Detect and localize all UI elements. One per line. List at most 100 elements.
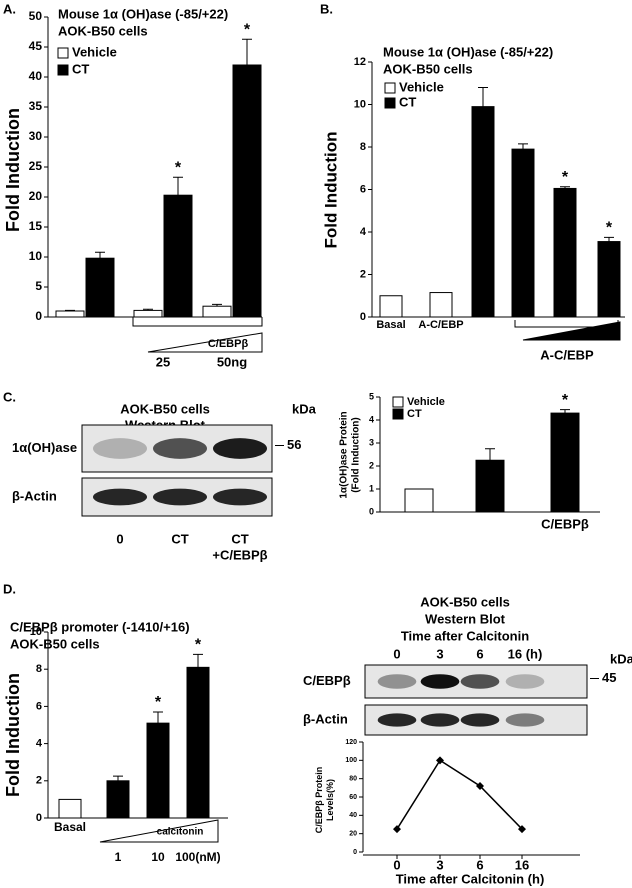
chart-title: C/EBPβ promoter (-1410/+16) xyxy=(10,619,190,634)
blot-band xyxy=(153,438,207,459)
blot-unit: kDa xyxy=(292,401,317,416)
y-tick-label: 2 xyxy=(360,268,366,280)
blot-title: Western Blot xyxy=(425,611,506,626)
y-tick-label: 35 xyxy=(29,99,43,113)
lane-label: +C/EBPβ xyxy=(212,547,267,562)
y-tick-label: 60 xyxy=(349,794,357,801)
bar xyxy=(232,64,262,318)
chart-subtitle: AOK-B50 cells xyxy=(383,61,473,76)
annotation: A-C/EBP xyxy=(540,347,594,362)
legend-swatch xyxy=(392,408,404,420)
blot-band xyxy=(213,488,267,506)
blot-band xyxy=(377,713,417,727)
bar xyxy=(597,241,621,318)
x-axis-label: Time after Calcitonin (h) xyxy=(396,871,545,886)
bar xyxy=(475,459,505,513)
legend-label: Vehicle xyxy=(407,396,445,408)
y-tick-label: 30 xyxy=(29,129,43,143)
blot-band xyxy=(420,713,460,727)
y-tick-label: 5 xyxy=(369,391,374,401)
x-tick-label: 1 xyxy=(115,850,122,864)
point xyxy=(436,756,444,765)
y-tick-label: 40 xyxy=(349,812,357,819)
x-tick-label: C/EBPβ xyxy=(541,516,589,531)
chart-title: Mouse 1α (OH)ase (-85/+22) xyxy=(383,44,553,59)
y-tick-label: 1 xyxy=(369,483,374,493)
panel-label: D. xyxy=(3,581,16,596)
y-axis-label: C/EBPβ Protein xyxy=(314,767,324,834)
panel-label: B. xyxy=(320,1,333,16)
y-tick-label: 10 xyxy=(354,98,366,110)
y-tick-label: 0 xyxy=(369,506,374,516)
y-axis-label: (Fold Induction) xyxy=(351,417,362,493)
y-axis-label: Fold Induction xyxy=(321,131,340,248)
y-tick-label: 45 xyxy=(29,39,43,53)
legend-swatch xyxy=(384,97,396,109)
blot-row-label: 1α(OH)ase xyxy=(12,440,77,455)
lane-label: 0 xyxy=(393,646,400,661)
bar xyxy=(146,722,170,819)
x-tick-label: 3 xyxy=(436,857,443,872)
bar xyxy=(55,310,85,318)
bar xyxy=(85,257,115,318)
y-tick-label: 4 xyxy=(369,414,374,424)
y-tick-label: 10 xyxy=(29,249,43,263)
blot-band xyxy=(93,438,147,459)
error-bar xyxy=(193,653,203,668)
significance-mark: * xyxy=(175,159,182,176)
bar xyxy=(58,798,82,819)
error-bar xyxy=(173,176,183,196)
error-bar xyxy=(478,87,488,107)
y-axis-label: Fold Induction xyxy=(3,673,23,797)
y-tick-label: 80 xyxy=(349,776,357,783)
legend-label: CT xyxy=(399,94,416,109)
bar xyxy=(553,187,577,318)
y-tick-label: 0 xyxy=(35,309,42,323)
lane-label: CT xyxy=(231,531,248,546)
x-tick-label: 16 xyxy=(515,857,529,872)
y-tick-label: 0 xyxy=(36,812,42,824)
y-tick-label: 20 xyxy=(349,831,357,838)
y-tick-label: 40 xyxy=(29,69,43,83)
y-tick-label: 10 xyxy=(30,626,42,638)
legend-swatch xyxy=(57,64,69,76)
chart-subtitle: AOK-B50 cells xyxy=(10,636,100,651)
blot-row-label: C/EBPβ xyxy=(303,673,351,688)
lane-label: 16 (h) xyxy=(508,646,543,661)
error-bar xyxy=(95,251,105,259)
bar xyxy=(550,412,580,513)
y-tick-label: 12 xyxy=(354,56,366,68)
blot-band xyxy=(505,713,545,727)
blot-band xyxy=(460,674,500,689)
lane-label: 6 xyxy=(476,646,483,661)
significance-mark: * xyxy=(562,169,569,186)
error-bar xyxy=(113,775,123,781)
bar xyxy=(202,305,232,318)
y-tick-label: 5 xyxy=(35,279,42,293)
chart-title: Mouse 1α (OH)ase (-85/+22) xyxy=(58,6,228,21)
lane-label: 3 xyxy=(436,646,443,661)
blot-title: AOK-B50 cells xyxy=(420,594,510,609)
wedge xyxy=(522,321,621,341)
error-bar xyxy=(485,448,495,461)
y-tick-label: 0 xyxy=(353,849,357,856)
blot-band xyxy=(377,674,417,689)
y-tick-label: 50 xyxy=(29,9,43,23)
x-tick-label: Basal xyxy=(376,319,405,331)
y-tick-label: 0 xyxy=(360,311,366,323)
error-bar xyxy=(560,186,570,189)
x-tick-label: 0 xyxy=(393,857,400,872)
y-tick-label: 100 xyxy=(345,757,357,764)
line xyxy=(396,759,523,830)
lane-label: CT xyxy=(171,531,188,546)
y-tick-label: 4 xyxy=(360,226,367,238)
x-tick-label: A-C/EBP xyxy=(418,319,463,331)
significance-mark: * xyxy=(562,392,569,409)
blot-band xyxy=(93,488,147,506)
y-tick-label: 3 xyxy=(369,437,374,447)
bar xyxy=(429,292,453,318)
lane-label: 0 xyxy=(116,531,123,546)
y-axis-label: Levels(%) xyxy=(325,779,335,821)
error-bar xyxy=(518,143,528,150)
